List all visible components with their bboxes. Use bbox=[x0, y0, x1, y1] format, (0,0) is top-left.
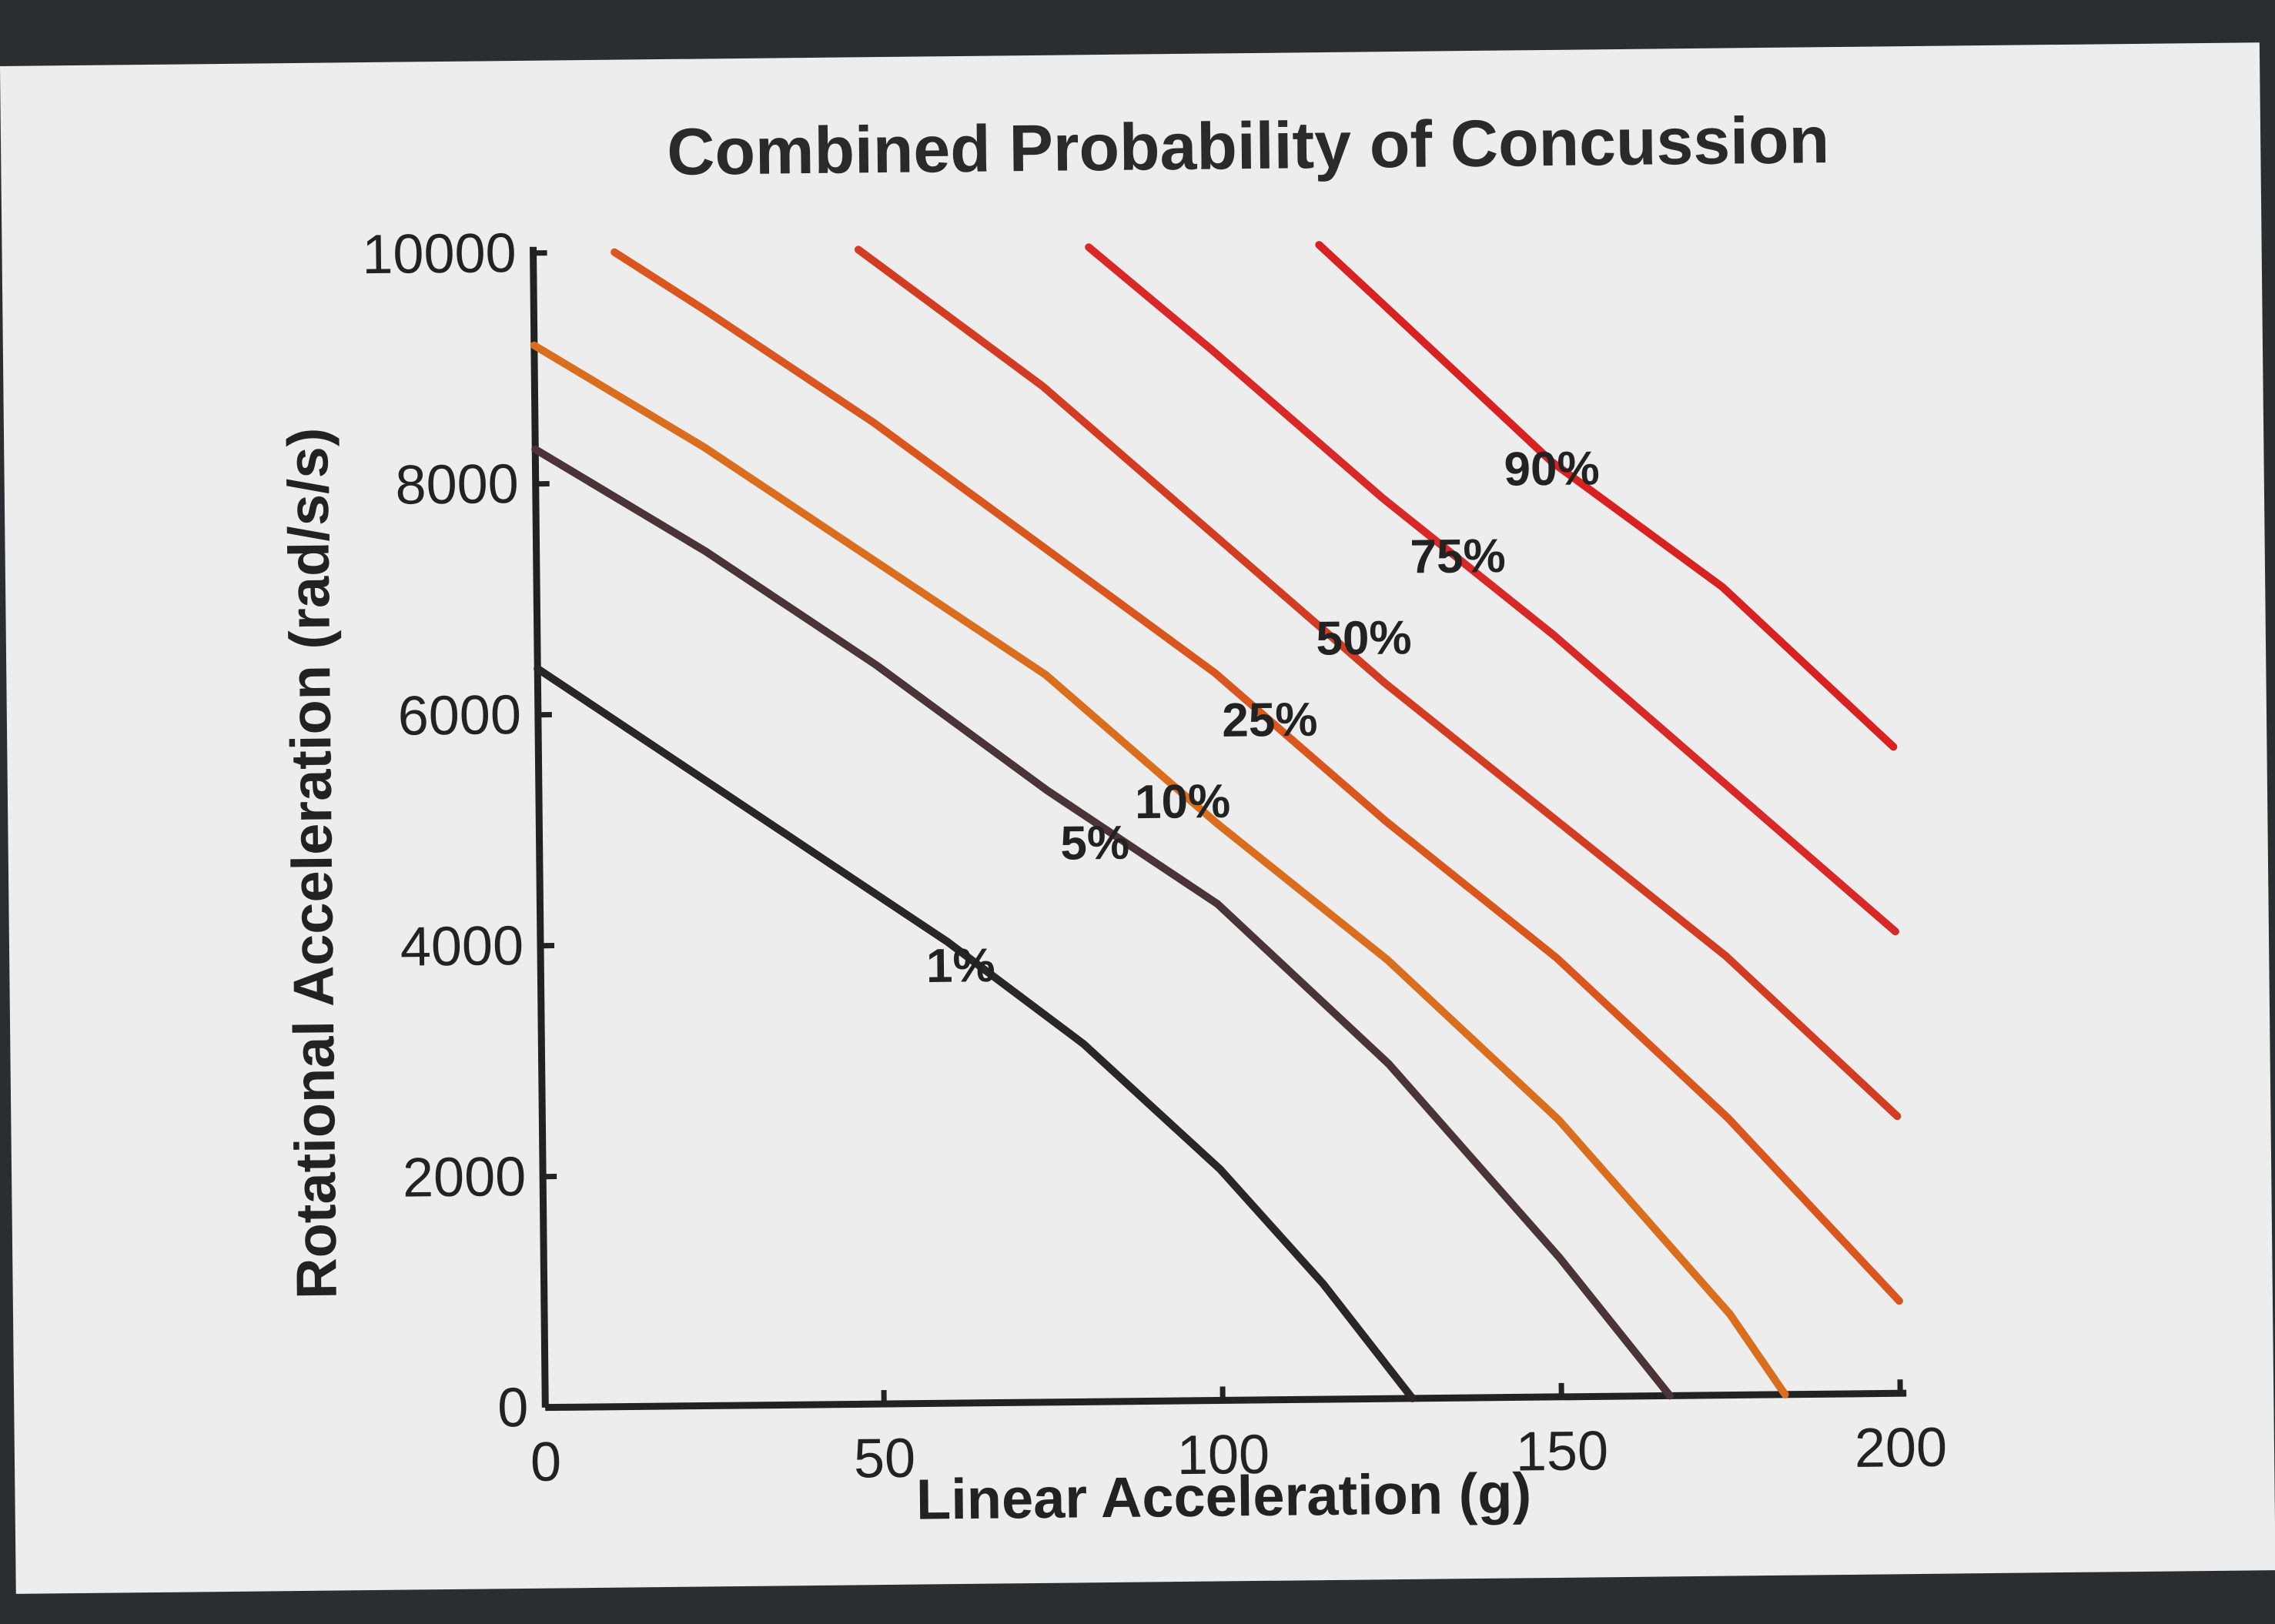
y-tick-label-0: 0 bbox=[497, 1377, 529, 1439]
series-line-50pct bbox=[854, 246, 1902, 1121]
x-axis-label: Linear Acceleration (g) bbox=[916, 1461, 1532, 1531]
x-tick-label-0: 0 bbox=[530, 1431, 562, 1492]
series-label-10pct: 10% bbox=[1135, 775, 1231, 829]
chart-title: Combined Probability of Concussion bbox=[667, 103, 1830, 189]
series-label-5pct: 5% bbox=[1060, 817, 1129, 870]
y-tick-label-4: 8000 bbox=[395, 453, 519, 516]
series-line-90pct bbox=[1315, 241, 1898, 751]
series-line-1pct bbox=[534, 664, 1417, 1402]
y-tick-label-1: 2000 bbox=[403, 1146, 527, 1209]
y-axis-line bbox=[529, 246, 549, 1408]
chart-poster: Combined Probability of Concussion Linea… bbox=[0, 42, 2275, 1594]
series-label-90pct: 90% bbox=[1504, 442, 1600, 496]
y-tick-label-5: 10000 bbox=[362, 222, 517, 286]
x-tick-label-4: 200 bbox=[1854, 1417, 1947, 1479]
series-line-75pct bbox=[1085, 243, 1899, 936]
series-label-50pct: 50% bbox=[1316, 611, 1412, 665]
x-tick-label-2: 100 bbox=[1176, 1424, 1270, 1486]
y-tick-label-3: 6000 bbox=[397, 684, 521, 747]
series-line-5pct bbox=[531, 445, 1674, 1400]
x-tick-label-1: 50 bbox=[854, 1428, 916, 1490]
y-tick-label-2: 4000 bbox=[400, 915, 524, 978]
probability-chart: Combined Probability of Concussion Linea… bbox=[276, 103, 1947, 1532]
series-label-25pct: 25% bbox=[1222, 693, 1318, 747]
series-line-10pct bbox=[530, 341, 1789, 1398]
series-label-1pct: 1% bbox=[926, 939, 995, 993]
y-axis-label: Rotational Acceleration (rad/s/s) bbox=[276, 427, 349, 1299]
series-line-25pct bbox=[611, 248, 1903, 1305]
series-label-75pct: 75% bbox=[1410, 530, 1506, 583]
x-tick-label-3: 150 bbox=[1515, 1420, 1608, 1482]
x-axis-line bbox=[545, 1389, 1907, 1412]
